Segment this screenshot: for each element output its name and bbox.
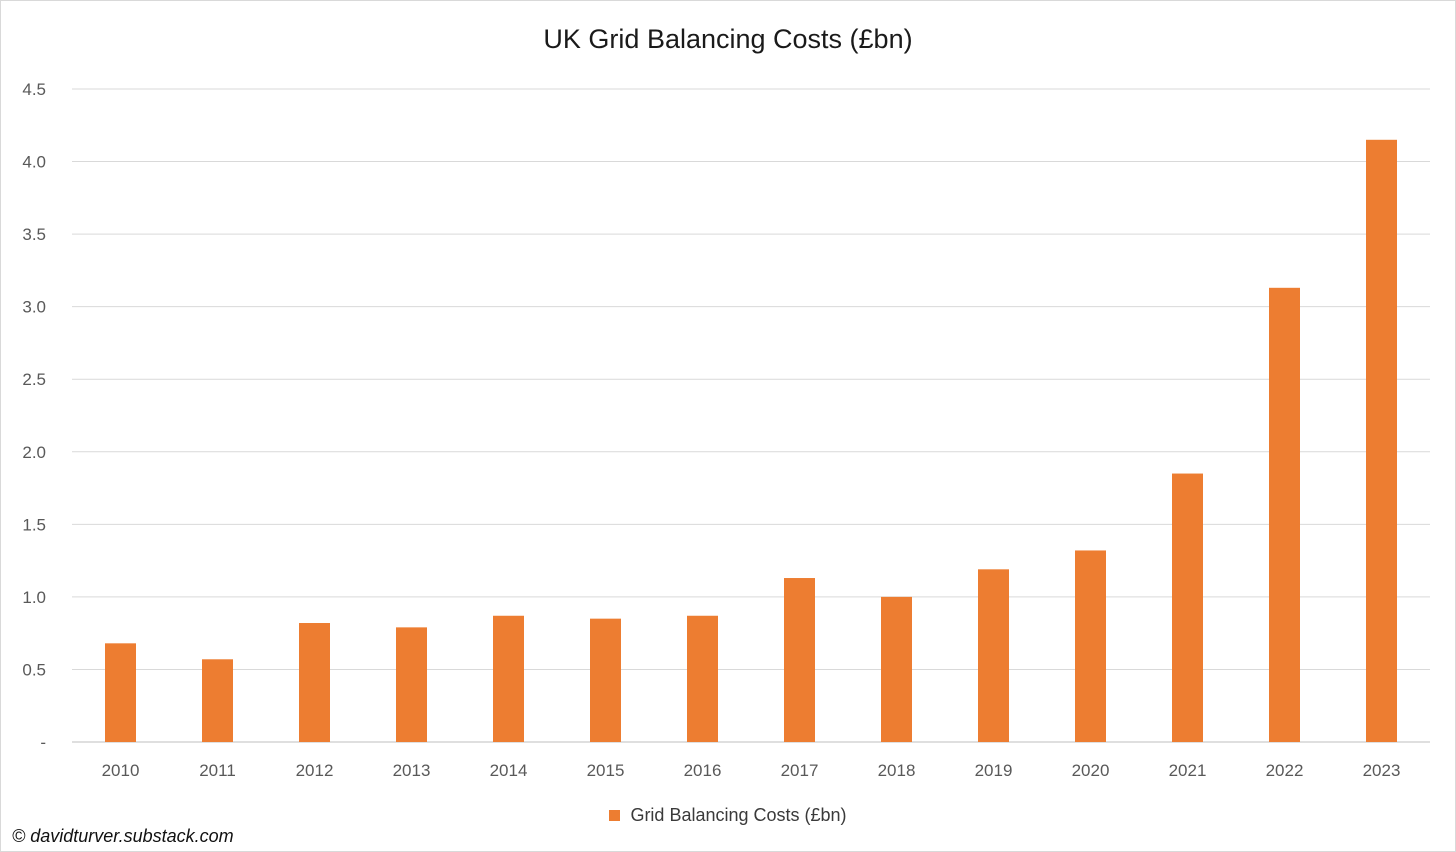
x-tick-label: 2022	[1266, 761, 1304, 780]
bar-2018	[881, 596, 912, 742]
y-tick-label: 1.0	[22, 588, 46, 607]
x-tick-label: 2013	[393, 761, 431, 780]
y-tick-label: 4.5	[22, 80, 46, 99]
bar-2014	[493, 615, 524, 742]
y-tick-label: 0.5	[22, 660, 46, 679]
bar-2023	[1366, 139, 1397, 743]
y-tick-label: 1.5	[22, 515, 46, 534]
bar-2017	[784, 578, 815, 742]
legend-label: Grid Balancing Costs (£bn)	[630, 805, 847, 825]
x-tick-label: 2017	[781, 761, 819, 780]
bar-2022	[1269, 287, 1300, 742]
x-tick-label: 2023	[1363, 761, 1401, 780]
bar-2020	[1075, 550, 1106, 742]
x-tick-label: 2012	[296, 761, 334, 780]
x-tick-label: 2016	[684, 761, 722, 780]
y-tick-label: 3.0	[22, 298, 46, 317]
x-tick-label: 2018	[878, 761, 916, 780]
x-tick-label: 2011	[199, 761, 236, 780]
y-tick-label: -	[40, 733, 46, 752]
bars	[105, 139, 1397, 743]
chart-title: UK Grid Balancing Costs (£bn)	[543, 24, 913, 54]
bar-2010	[105, 643, 136, 742]
legend-swatch	[609, 810, 621, 821]
y-tick-label: 2.5	[22, 370, 46, 389]
y-axis-tick-labels: - 0.5 1.0 1.5 2.0 2.5 3.0 3.5 4.0 4.5	[22, 80, 46, 752]
bar-2016	[687, 615, 718, 742]
bar-2019	[978, 569, 1009, 742]
y-tick-label: 4.0	[22, 153, 46, 172]
x-tick-label: 2014	[490, 761, 528, 780]
x-tick-label: 2019	[975, 761, 1013, 780]
x-tick-label: 2021	[1169, 761, 1207, 780]
bar-2013	[396, 627, 427, 742]
y-tick-label: 2.0	[22, 443, 46, 462]
credit-text: © davidturver.substack.com	[12, 826, 234, 846]
legend: Grid Balancing Costs (£bn)	[0, 805, 1456, 826]
gridlines	[72, 88, 1430, 743]
x-tick-label: 2015	[587, 761, 625, 780]
bar-2021	[1172, 473, 1203, 742]
bar-2015	[590, 618, 621, 742]
x-tick-label: 2010	[102, 761, 140, 780]
x-axis-tick-labels: 2010 2011 2012 2013 2014 2015 2016 2017 2018 2019…	[102, 761, 1401, 780]
x-tick-label: 2020	[1072, 761, 1110, 780]
bar-2012	[299, 623, 330, 742]
y-tick-label: 3.5	[22, 225, 46, 244]
bar-2011	[202, 659, 233, 742]
